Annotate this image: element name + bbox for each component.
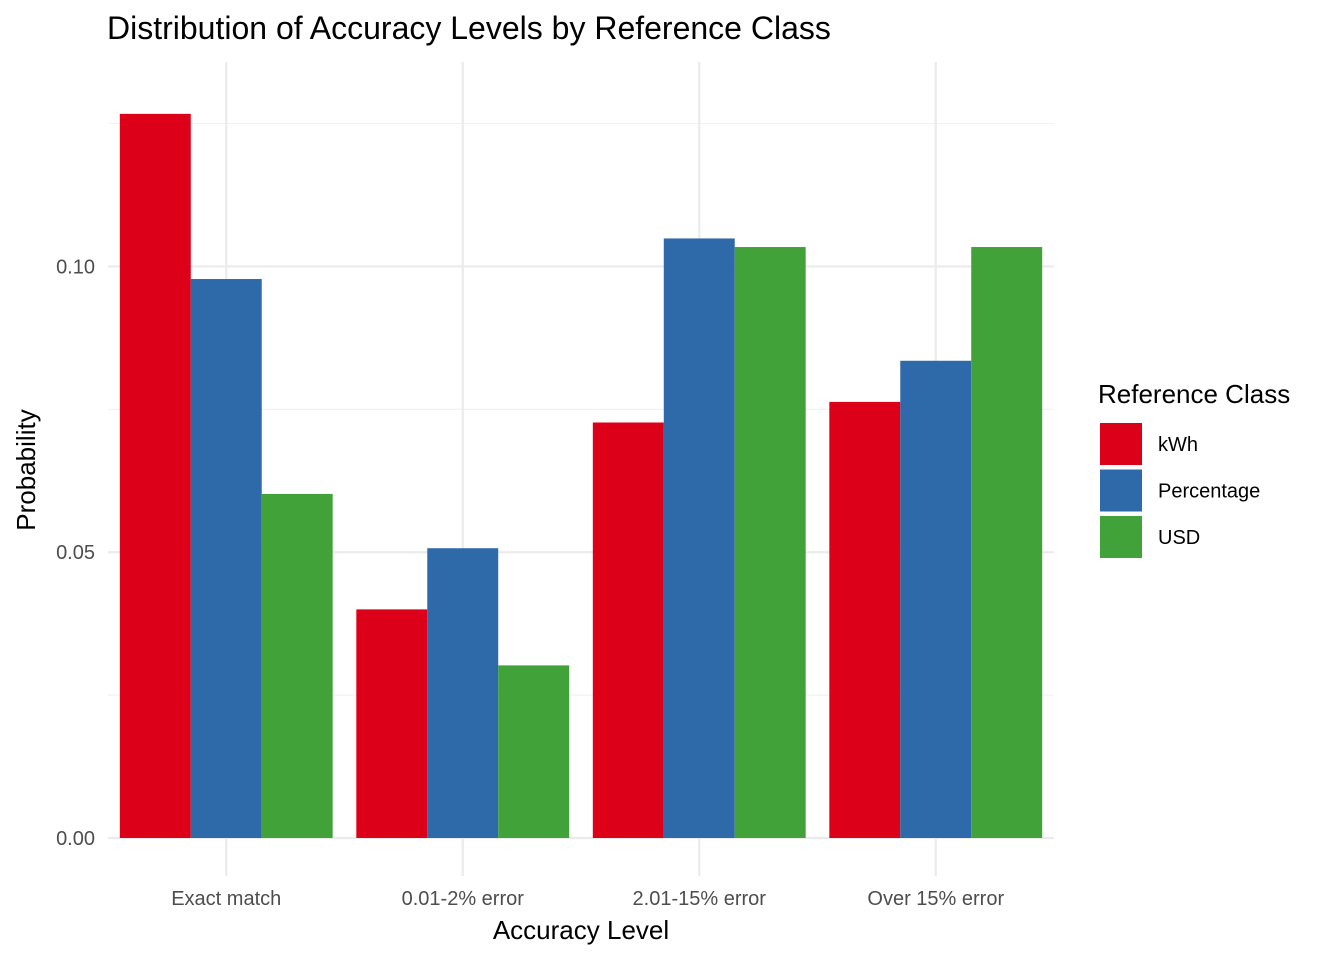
y-tick-label: 0.10	[56, 256, 95, 278]
bar	[190, 279, 262, 838]
chart-title: Distribution of Accuracy Levels by Refer…	[107, 10, 831, 46]
y-tick-label: 0.05	[56, 542, 95, 564]
legend-swatch	[1100, 423, 1142, 465]
x-axis-title: Accuracy Level	[493, 915, 669, 945]
bar	[261, 493, 333, 838]
bar	[427, 548, 499, 838]
legend-swatch	[1100, 516, 1142, 558]
y-axis-ticks: 0.00 0.05 0.10	[56, 256, 95, 850]
bar	[734, 247, 806, 838]
x-tick-label: 2.01-15% error	[633, 888, 767, 910]
bar	[663, 238, 735, 838]
bar	[119, 113, 191, 839]
bar	[592, 422, 664, 838]
bar	[356, 609, 428, 838]
legend-title: Reference Class	[1098, 379, 1290, 409]
bar	[971, 247, 1043, 838]
legend: Reference Class kWh Percentage USD	[1098, 379, 1290, 558]
x-tick-label: Exact match	[171, 888, 281, 910]
legend-label: Percentage	[1158, 481, 1260, 503]
x-axis-ticks: Exact match 0.01-2% error 2.01-15% error Ov…	[171, 888, 1004, 910]
bar	[498, 665, 570, 838]
y-tick-label: 0.00	[56, 828, 95, 850]
y-axis-title: Probability	[11, 409, 41, 530]
legend-label: USD	[1158, 527, 1200, 549]
x-tick-label: Over 15% error	[867, 888, 1004, 910]
bars	[119, 113, 1043, 839]
bar	[829, 401, 901, 838]
bar	[900, 360, 972, 838]
legend-swatch	[1100, 469, 1142, 512]
x-tick-label: 0.01-2% error	[402, 888, 525, 910]
legend-label: kWh	[1158, 434, 1198, 456]
